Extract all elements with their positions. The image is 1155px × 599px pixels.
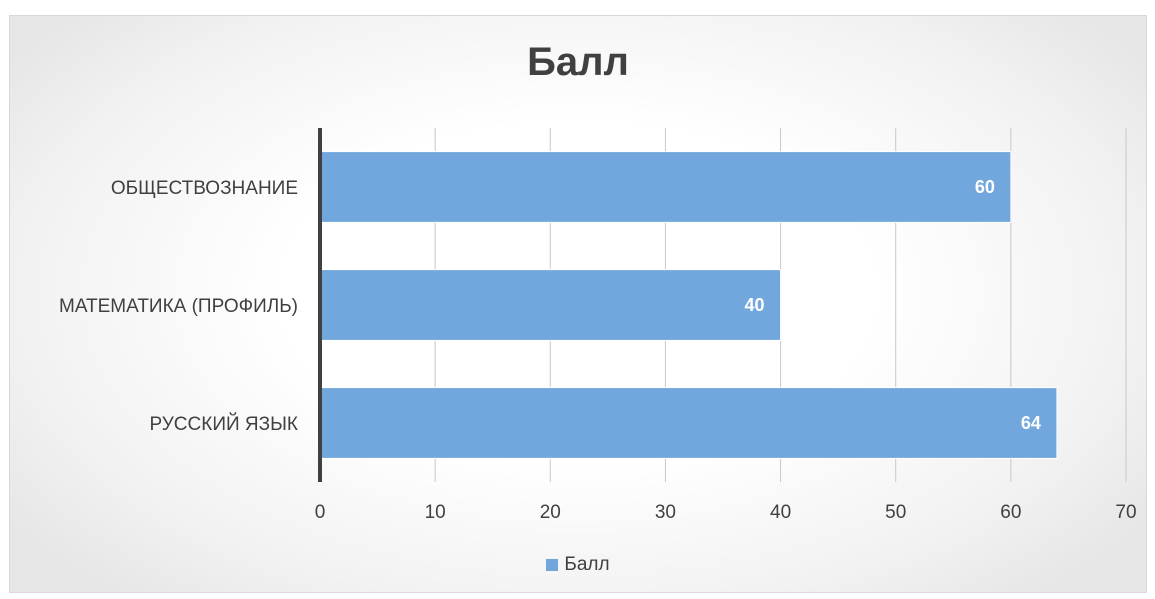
chart-area: Балл 0 10 20 30 40 50 60 70 60 ОБЩЕСТВОЗНАНИЕ 40 МА… — [9, 15, 1147, 593]
legend-label: Балл — [564, 554, 610, 575]
x-tick-label: 50 — [885, 502, 906, 523]
category-label: РУССКИЙ ЯЗЫК — [149, 413, 298, 435]
data-label: 60 — [975, 177, 995, 197]
x-tick-label: 40 — [770, 502, 791, 523]
bar-chart-plot: 0 10 20 30 40 50 60 70 60 ОБЩЕСТВОЗНАНИЕ 40 МАТЕМАТ… — [59, 128, 1137, 523]
chart-title: Балл — [527, 40, 629, 84]
bar — [319, 151, 1012, 223]
x-tick-label: 0 — [315, 502, 326, 523]
data-label: 64 — [1021, 413, 1041, 433]
legend-swatch — [546, 559, 559, 571]
category-label: МАТЕМАТИКА (ПРОФИЛЬ) — [59, 296, 298, 317]
x-tick-label: 10 — [425, 502, 446, 523]
bar — [319, 269, 782, 341]
x-tick-label: 30 — [655, 502, 676, 523]
data-label: 40 — [745, 295, 765, 315]
legend: Балл — [10, 554, 1146, 576]
x-tick-label: 20 — [540, 502, 561, 523]
category-label: ОБЩЕСТВОЗНАНИЕ — [111, 178, 298, 199]
x-tick-label: 70 — [1115, 502, 1136, 523]
bar — [319, 387, 1058, 459]
x-tick-label: 60 — [1000, 502, 1021, 523]
